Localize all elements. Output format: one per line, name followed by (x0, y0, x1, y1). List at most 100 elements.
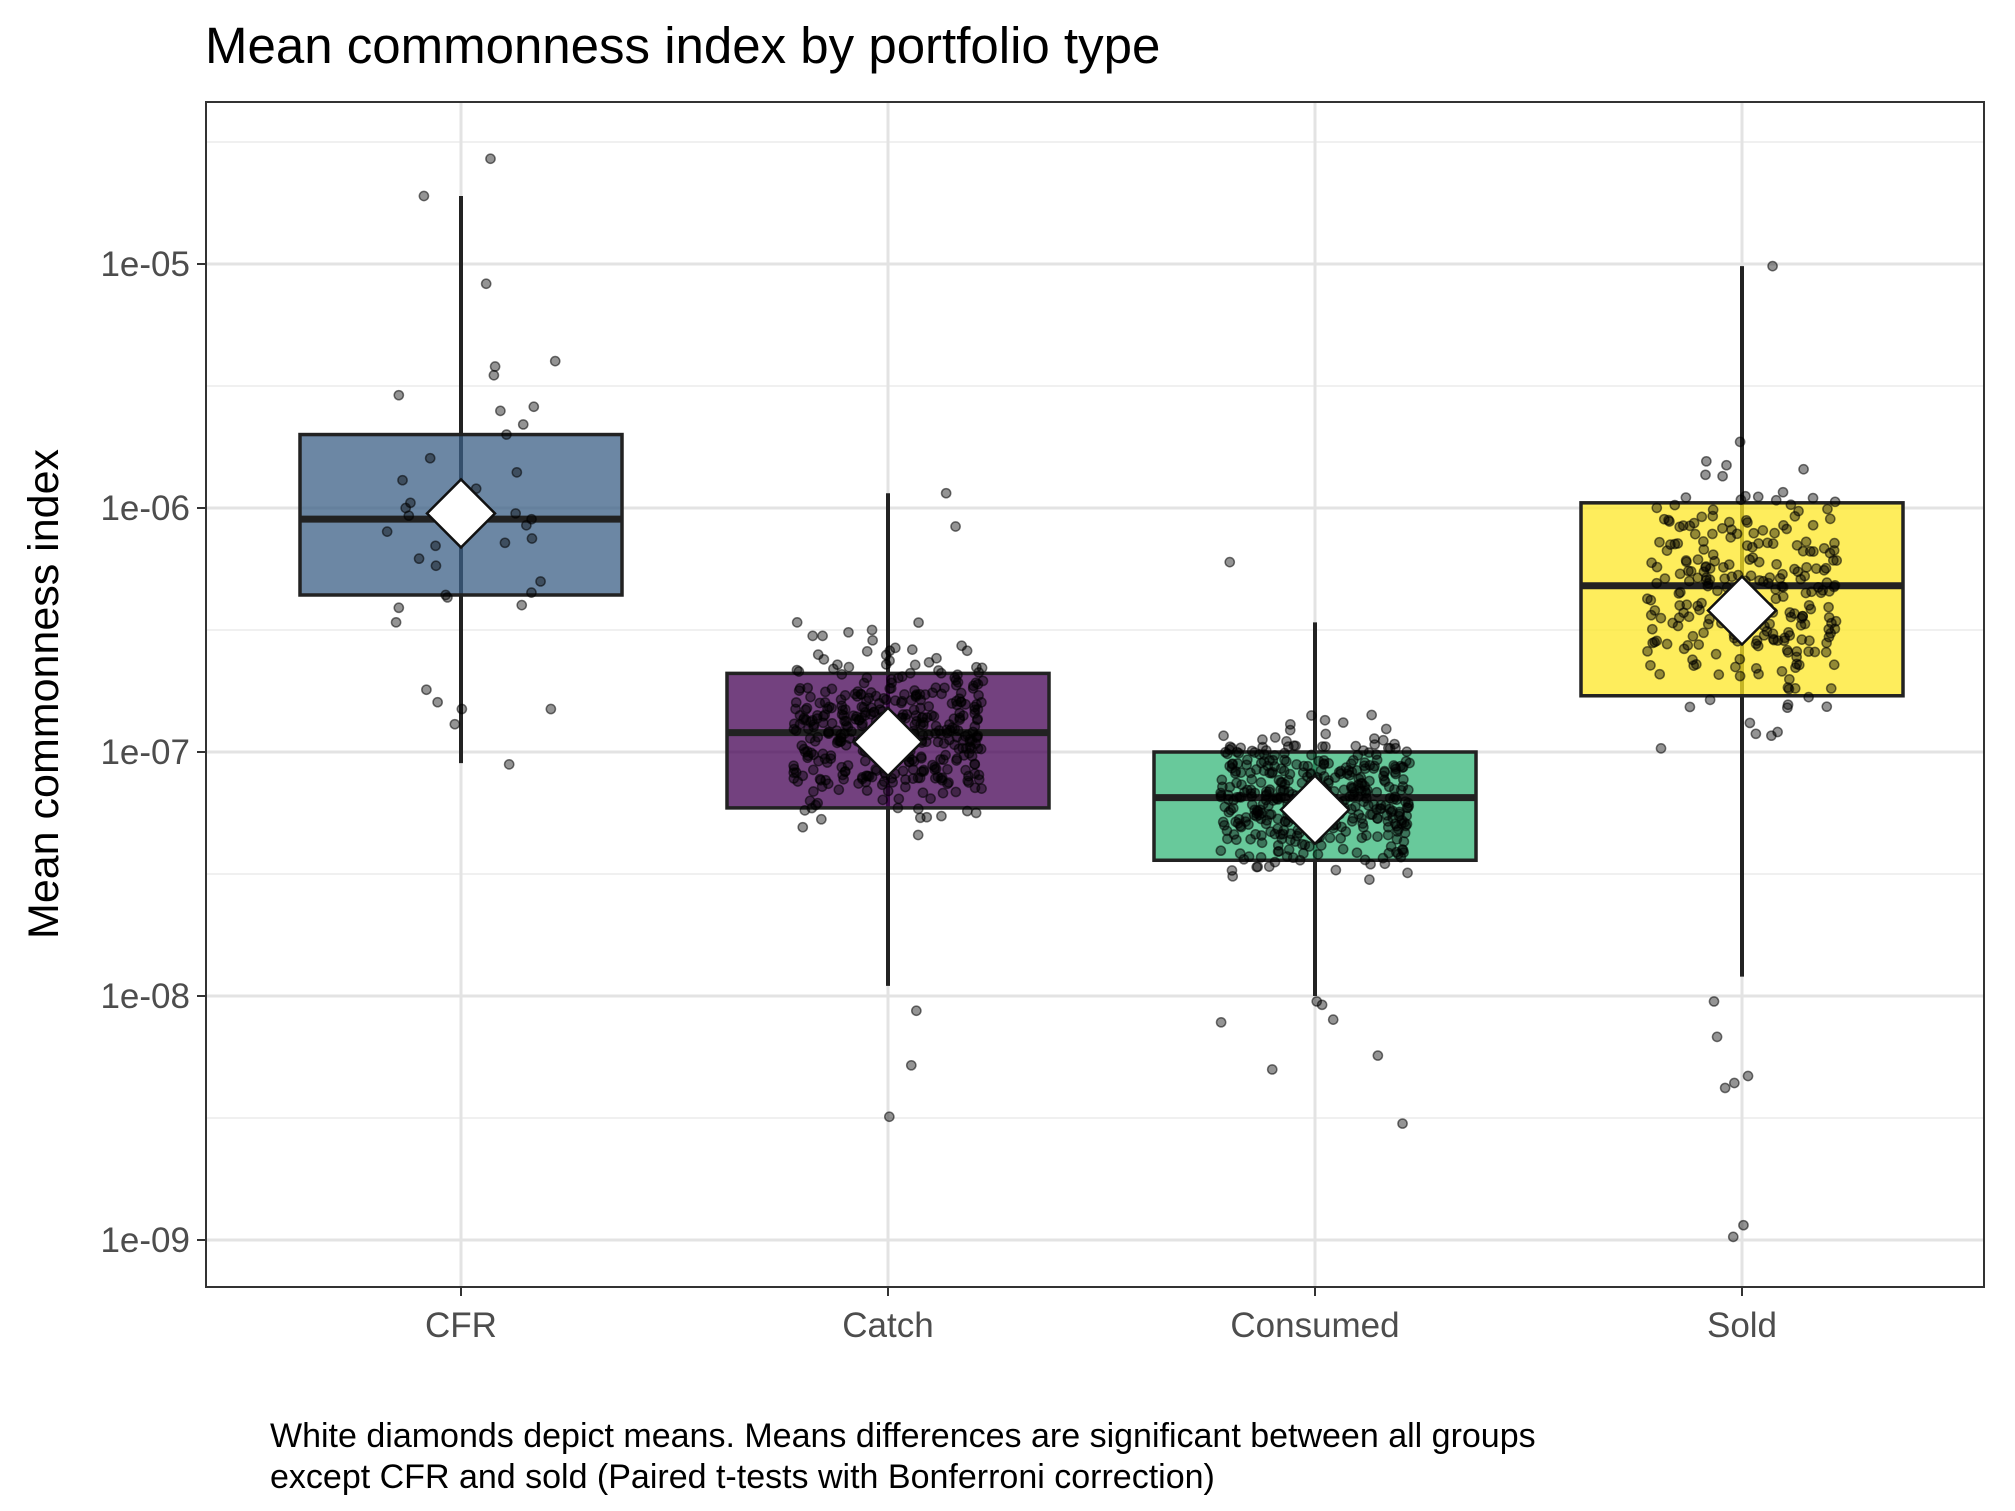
data-point (802, 746, 813, 757)
mean-diamonds-layer (425, 477, 1778, 846)
data-point (1645, 609, 1657, 621)
data-point (916, 712, 928, 724)
data-point (878, 776, 890, 787)
data-point (1256, 830, 1267, 841)
data-point (818, 710, 829, 722)
data-point (1369, 739, 1381, 750)
data-point (1717, 470, 1728, 482)
data-point (1398, 774, 1409, 785)
data-point (393, 602, 405, 614)
data-point (1340, 826, 1352, 837)
data-point (1269, 750, 1281, 761)
data-point (1312, 849, 1324, 860)
data-point (1700, 469, 1711, 481)
data-point (1642, 593, 1653, 605)
data-point (1372, 1050, 1384, 1061)
data-point (1828, 545, 1840, 556)
data-point (836, 761, 848, 773)
data-point (1245, 767, 1256, 779)
data-point (833, 784, 845, 796)
data-point (1366, 709, 1378, 721)
data-point (1337, 717, 1349, 728)
data-point (1734, 653, 1746, 665)
data-point (950, 786, 962, 798)
data-point (972, 743, 984, 754)
data-point (802, 682, 814, 694)
data-point (1763, 577, 1774, 589)
data-point (889, 642, 901, 654)
data-point (1684, 701, 1696, 713)
data-point (1701, 572, 1712, 583)
data-point (1822, 503, 1833, 515)
data-point (1772, 726, 1783, 738)
data-point (812, 797, 824, 809)
data-point (939, 682, 950, 694)
data-point (791, 617, 803, 628)
data-point (1790, 662, 1801, 674)
data-point (1692, 554, 1704, 565)
data-point (1358, 745, 1369, 756)
data-point (1224, 781, 1236, 793)
x-tick-label: Sold (1707, 1306, 1777, 1345)
data-point (1718, 561, 1729, 573)
data-point (955, 696, 967, 708)
data-point (1385, 806, 1397, 818)
data-point (1682, 639, 1694, 651)
data-point (1825, 683, 1837, 694)
data-point (917, 787, 929, 799)
data-point (1255, 777, 1267, 788)
data-point (1341, 768, 1353, 780)
data-point (1792, 566, 1804, 578)
data-point (943, 777, 954, 788)
data-point (1828, 555, 1839, 566)
data-point (1337, 843, 1349, 855)
data-point (1723, 559, 1735, 570)
data-point (797, 770, 809, 782)
data-point (510, 508, 521, 519)
data-point (892, 802, 904, 814)
data-point (817, 748, 829, 760)
data-point (821, 757, 833, 768)
data-point (909, 659, 921, 671)
data-point (1820, 646, 1832, 658)
data-point (403, 510, 415, 522)
data-point (1215, 1016, 1227, 1028)
data-point (456, 703, 468, 715)
data-point (1278, 824, 1290, 836)
data-point (1721, 459, 1732, 471)
y-tick-label: 1e-06 (100, 489, 190, 528)
data-point (922, 729, 934, 741)
data-point (976, 697, 987, 708)
data-point (1767, 538, 1779, 549)
data-point (950, 521, 961, 532)
data-point (499, 537, 511, 549)
data-point (1298, 848, 1309, 859)
data-point (1273, 774, 1285, 786)
data-point (1688, 517, 1700, 529)
data-point (1753, 668, 1764, 680)
data-point (1316, 999, 1328, 1011)
data-point (906, 644, 918, 655)
data-point (858, 677, 870, 689)
data-point (808, 786, 819, 797)
data-point (1306, 749, 1317, 761)
data-point (1402, 797, 1414, 809)
data-point (1712, 585, 1723, 597)
data-point (501, 429, 512, 440)
data-point (1219, 819, 1230, 831)
data-point (1823, 631, 1835, 643)
data-point (844, 733, 856, 744)
data-point (432, 696, 443, 708)
data-point (393, 389, 405, 401)
data-point (1265, 809, 1277, 820)
data-point (1817, 584, 1829, 596)
data-point (1654, 536, 1665, 548)
data-point (535, 576, 546, 587)
data-point (907, 773, 919, 784)
data-point (1791, 539, 1803, 551)
data-point (880, 649, 892, 661)
data-point (1745, 570, 1757, 582)
data-point (1347, 812, 1359, 824)
data-point (1344, 791, 1356, 802)
data-point (1642, 645, 1653, 657)
